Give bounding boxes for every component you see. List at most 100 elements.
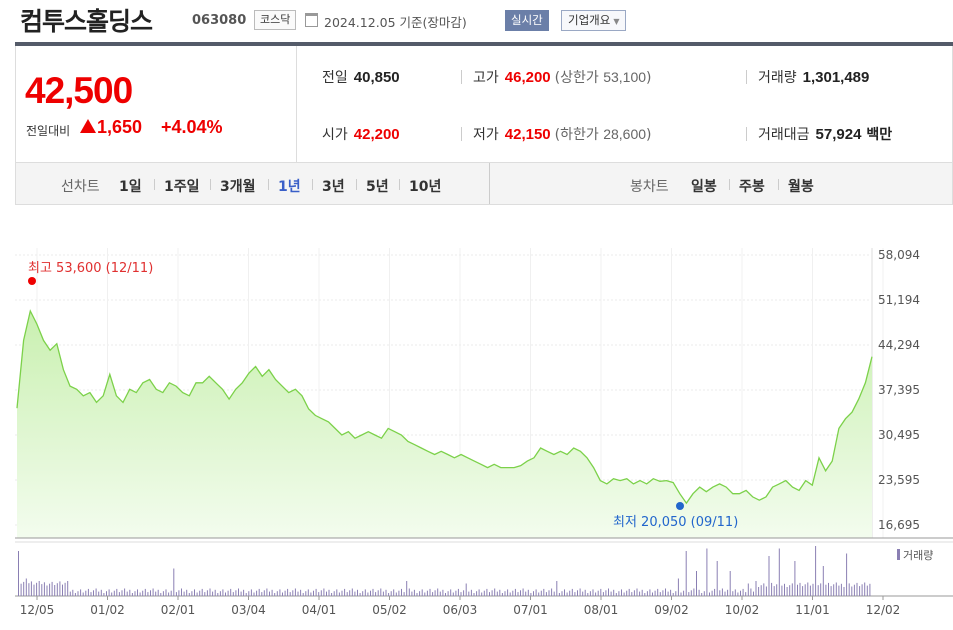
volume-bar bbox=[338, 592, 340, 596]
volume-bar bbox=[551, 588, 553, 596]
volume-bar bbox=[100, 589, 102, 596]
volume-bar bbox=[659, 592, 661, 596]
volume-bar bbox=[665, 588, 666, 596]
tab-daily-candle[interactable]: 일봉 bbox=[691, 179, 717, 195]
chart-svg: 58,094 51,194 44,294 37,395 30,495 23,595 16,6… bbox=[15, 248, 953, 617]
volume-bar bbox=[807, 582, 809, 596]
volume-bar bbox=[755, 581, 757, 596]
volume-bar bbox=[375, 592, 377, 596]
volume-bar bbox=[481, 592, 483, 596]
volume-bar bbox=[864, 582, 866, 596]
volume-bar bbox=[214, 589, 216, 596]
volume-bar bbox=[144, 588, 146, 596]
change-value: 1,650 bbox=[97, 117, 143, 137]
tab-weekly-candle[interactable]: 주봉 bbox=[739, 179, 765, 195]
volume-bar bbox=[859, 586, 861, 596]
volume-bar bbox=[93, 590, 94, 596]
volume-bar bbox=[644, 593, 646, 596]
company-info-dropdown[interactable]: 기업개요 ▼ bbox=[561, 10, 627, 31]
price-summary: 42,500 전일대비 1,650 +4.04% 전일 40,850 고가 46,2… bbox=[15, 46, 953, 162]
volume-bar bbox=[589, 591, 591, 596]
x-axis-labels: 12/05 01/02 02/01 03/04 04/01 05/02 06/03 07/01… bbox=[20, 596, 901, 617]
x-tick-label: 01/02 bbox=[90, 603, 125, 617]
chevron-down-icon: ▼ bbox=[613, 17, 620, 26]
volume-bar bbox=[416, 593, 418, 596]
volume-bar bbox=[491, 590, 493, 596]
trade-amount: 거래대금 57,924 백만 bbox=[758, 124, 892, 144]
volume-bar bbox=[41, 584, 43, 596]
volume-bar bbox=[54, 585, 56, 596]
tab-1week[interactable]: 1주일 bbox=[164, 179, 200, 195]
volume-bar bbox=[553, 591, 555, 596]
y-tick-label: 44,294 bbox=[878, 338, 920, 352]
x-tick-label: 09/02 bbox=[654, 603, 689, 617]
volume-bar bbox=[173, 568, 175, 596]
realtime-button[interactable]: 실시간 bbox=[505, 10, 549, 31]
volume-bar bbox=[67, 581, 69, 596]
volume-bar bbox=[833, 584, 835, 596]
volume-bar bbox=[393, 589, 395, 596]
tab-10year[interactable]: 10년 bbox=[409, 179, 442, 195]
volume-bar bbox=[701, 593, 703, 596]
volume-bar bbox=[351, 588, 353, 596]
volume-bar bbox=[525, 591, 527, 596]
volume-bar bbox=[768, 556, 770, 596]
volume-bar bbox=[569, 590, 571, 596]
volume-bar bbox=[401, 588, 402, 596]
volume-bar bbox=[499, 589, 501, 596]
volume-bar bbox=[621, 589, 622, 596]
volume-bar bbox=[398, 590, 400, 596]
volume-bar bbox=[139, 592, 141, 596]
volume-bar bbox=[853, 584, 855, 596]
volume-bar bbox=[411, 591, 413, 596]
volume-bar bbox=[667, 591, 669, 596]
tab-3month[interactable]: 3개월 bbox=[220, 179, 256, 195]
volume-bar bbox=[232, 592, 234, 596]
volume-bar bbox=[150, 590, 151, 596]
volume-bar bbox=[698, 589, 700, 596]
volume-bar bbox=[297, 591, 299, 596]
volume-bar bbox=[703, 591, 705, 596]
volume-bar bbox=[530, 593, 532, 596]
volume-bar bbox=[848, 583, 850, 596]
tab-3year[interactable]: 3년 bbox=[322, 179, 345, 195]
volume-bar bbox=[294, 588, 296, 596]
volume-bar bbox=[305, 591, 307, 596]
volume-bar bbox=[38, 581, 40, 596]
volume-bar bbox=[225, 592, 226, 596]
volume-bar bbox=[636, 588, 638, 596]
volume-bar bbox=[685, 551, 687, 596]
volume-bar bbox=[199, 590, 201, 596]
volume-bar bbox=[452, 592, 454, 596]
volume-bar bbox=[74, 593, 76, 596]
volume-bar bbox=[62, 584, 63, 596]
tab-1year[interactable]: 1년 bbox=[278, 179, 301, 195]
tab-1day[interactable]: 1일 bbox=[119, 179, 142, 195]
volume-bar bbox=[196, 592, 198, 596]
volume-bar bbox=[745, 592, 747, 596]
volume-bar bbox=[476, 591, 478, 596]
tab-monthly-candle[interactable]: 월봉 bbox=[788, 179, 814, 195]
volume-bar bbox=[507, 589, 509, 596]
volume-bar bbox=[771, 582, 773, 596]
volume-bar bbox=[654, 590, 656, 596]
volume-bar bbox=[186, 589, 188, 596]
volume-bar bbox=[357, 589, 358, 596]
volume-bar bbox=[147, 592, 149, 596]
volume-bar bbox=[812, 583, 814, 596]
volume-bar bbox=[558, 593, 560, 596]
tab-5year[interactable]: 5년 bbox=[366, 179, 389, 195]
x-tick-label: 12/02 bbox=[866, 603, 901, 617]
low-label: 저가 bbox=[473, 127, 499, 143]
volume-bar bbox=[797, 584, 798, 596]
line-chart-title: 선차트 bbox=[61, 179, 100, 195]
volume-bar bbox=[520, 590, 521, 596]
volume-bar bbox=[318, 592, 320, 596]
volume-bar bbox=[287, 588, 289, 596]
volume-bar bbox=[716, 561, 718, 596]
volume-bar bbox=[543, 588, 545, 596]
volume-bar bbox=[170, 590, 172, 596]
volume-bar bbox=[835, 582, 837, 596]
volume-bar bbox=[87, 588, 89, 596]
volume-bar bbox=[124, 588, 126, 596]
